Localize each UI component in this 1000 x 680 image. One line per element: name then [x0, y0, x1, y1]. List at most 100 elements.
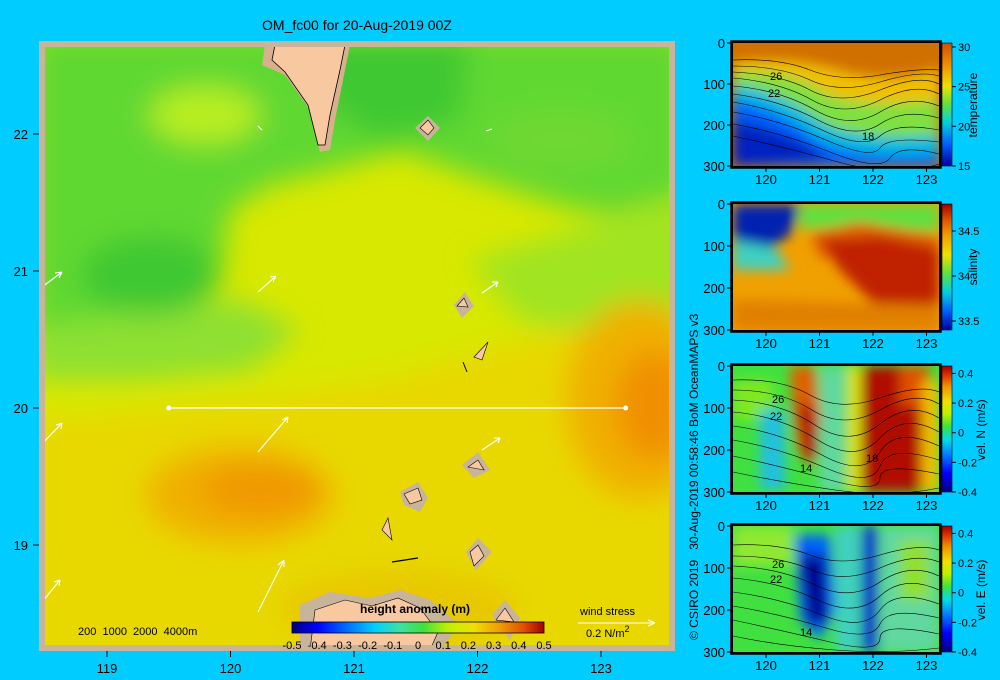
map-x-tick-label: 123: [590, 661, 612, 676]
panel-y-tick-label: 200: [703, 118, 725, 133]
colorbar-tick-label: -0.3: [333, 640, 352, 652]
panel-colorbar-tick-label: -0.2: [958, 617, 977, 629]
panel-x-tick-label: 121: [809, 172, 831, 187]
panel-colorbar-tick-label: -0.4: [958, 487, 977, 499]
panel-colorbar-tick-label: -0.2: [958, 457, 977, 469]
panel-colorbar-tick-label: 0.2: [958, 398, 973, 410]
map-y-ticks: 22 21 20 19: [14, 127, 39, 553]
taiwan-coast: [271, 47, 346, 146]
map-y-tick-label: 19: [14, 538, 28, 553]
height-colorbar: height anomaly (m) -0.5 -0.4 -0.3 -0.2 -0.1 0…: [283, 602, 552, 652]
panel-y-tick-label: 100: [703, 561, 725, 576]
depth-legend: 200 1000 2000 4000m: [78, 626, 197, 638]
svg-text:18: 18: [866, 453, 878, 465]
height-anomaly-map: 200 1000 2000 4000m wind stress 0.2 N/m2…: [14, 41, 675, 676]
colorbar-tick-label: 0: [415, 640, 421, 652]
panel-y-tick-label: 300: [703, 485, 725, 500]
salinity-label: salinity: [966, 249, 980, 286]
temperature-panel: 26 22 18 temperature 120 121 122 123 0 100 200…: [703, 36, 980, 187]
panel-y-tick-label: 200: [703, 281, 725, 296]
colorbar-tick-label: -0.5: [283, 640, 302, 652]
panel-x-tick-label: 122: [862, 336, 884, 351]
panel-colorbar-tick-label: 20: [958, 121, 970, 133]
svg-text:26: 26: [772, 559, 784, 571]
panel-colorbar-tick-label: -0.4: [958, 647, 977, 659]
section-line: [166, 405, 629, 411]
map-x-tick-label: 119: [97, 661, 118, 676]
colorbar-tick-label: 0.2: [461, 640, 476, 652]
panel-y-tick-label: 100: [703, 401, 725, 416]
panel-colorbar-tick-label: 0: [958, 428, 964, 440]
velocity-east-panel: 26 22 14 vel. E (m/s) 120 121 122 123 0 100 20…: [703, 519, 988, 673]
panel-x-tick-label: 120: [755, 498, 777, 513]
wind-stress-label: wind stress: [579, 606, 636, 618]
svg-text:26: 26: [770, 71, 782, 83]
map-x-tick-label: 122: [467, 661, 489, 676]
panel-colorbar-tick-label: 0: [958, 588, 964, 600]
map-y-tick-label: 22: [14, 127, 28, 142]
svg-text:22: 22: [770, 411, 782, 423]
colorbar-label: height anomaly (m): [360, 602, 470, 616]
salinity-panel: salinity 120 121 122 123 0 100 200 300 34.5 34 33.…: [703, 197, 980, 351]
panel-x-tick-label: 121: [809, 336, 831, 351]
panel-x-tick-label: 121: [809, 658, 831, 673]
panel-colorbar-tick-label: 30: [958, 42, 970, 54]
panel-x-tick-label: 122: [862, 498, 884, 513]
panel-x-tick-label: 123: [916, 336, 938, 351]
panel-x-tick-label: 121: [809, 498, 831, 513]
vel-n-label: vel. N (m/s): [974, 399, 988, 460]
panel-colorbar-tick-label: 0.2: [958, 558, 973, 570]
colorbar-tick-label: 0.3: [486, 640, 501, 652]
panel-y-tick-label: 300: [703, 645, 725, 660]
panel-x-tick-label: 123: [916, 658, 938, 673]
colorbar-tick-label: -0.4: [308, 640, 327, 652]
panel-colorbar-tick-label: 25: [958, 82, 970, 94]
colorbar-tick-label: 0.5: [536, 640, 551, 652]
panel-colorbar-tick-label: 33.5: [958, 316, 979, 328]
panel-y-tick-label: 100: [703, 239, 725, 254]
panel-x-tick-label: 123: [916, 498, 938, 513]
map-x-ticks: 119 120 121 122 123: [97, 651, 612, 676]
chart-title: OM_fc00 for 20-Aug-2019 00Z: [262, 17, 452, 33]
panel-y-tick-label: 200: [703, 443, 725, 458]
panel-y-tick-label: 300: [703, 323, 725, 338]
svg-text:22: 22: [770, 574, 782, 586]
panel-x-tick-label: 122: [862, 658, 884, 673]
panel-y-tick-label: 200: [703, 603, 725, 618]
temperature-label: temperature: [966, 72, 980, 137]
panel-colorbar-tick-label: 15: [958, 161, 970, 173]
panel-y-tick-label: 300: [703, 159, 725, 174]
colorbar-tick-label: -0.1: [383, 640, 402, 652]
svg-text:14: 14: [800, 627, 812, 639]
island: [381, 517, 393, 541]
panel-colorbar-tick-label: 34.5: [958, 226, 979, 238]
panel-colorbar-tick-label: 34: [958, 271, 970, 283]
svg-text:18: 18: [862, 131, 874, 143]
map-x-tick-label: 120: [220, 661, 242, 676]
island: [473, 341, 489, 361]
velocity-north-panel: 26 22 14 18 vel. N (m/s) 120 121 122 123 0 10…: [703, 359, 988, 513]
panel-y-tick-label: 100: [703, 77, 725, 92]
panel-x-tick-label: 122: [862, 172, 884, 187]
map-x-tick-label: 121: [343, 661, 365, 676]
panel-y-tick-label: 0: [718, 36, 725, 51]
panel-y-tick-label: 0: [718, 519, 725, 534]
svg-text:14: 14: [800, 463, 812, 475]
panel-x-tick-label: 123: [916, 172, 938, 187]
colorbar-tick-label: -0.2: [358, 640, 377, 652]
panel-colorbar-tick-label: 0.4: [958, 368, 973, 380]
svg-text:26: 26: [772, 394, 784, 406]
wind-stress-unit: 0.2 N/m2: [586, 624, 630, 640]
credit-text: © CSIRO 2019 30-Aug-2019 00:58:46 BoM Oc…: [687, 313, 701, 640]
wind-arrows: [45, 125, 501, 613]
panel-y-tick-label: 0: [718, 197, 725, 212]
panel-x-tick-label: 120: [755, 336, 777, 351]
vel-e-label: vel. E (m/s): [974, 560, 988, 621]
panel-colorbar-tick-label: 0.4: [958, 528, 973, 540]
map-y-tick-label: 20: [14, 401, 28, 416]
map-y-tick-label: 21: [14, 264, 28, 279]
svg-text:22: 22: [768, 88, 780, 100]
panel-x-tick-label: 120: [755, 172, 777, 187]
colorbar-tick-label: 0.1: [436, 640, 451, 652]
